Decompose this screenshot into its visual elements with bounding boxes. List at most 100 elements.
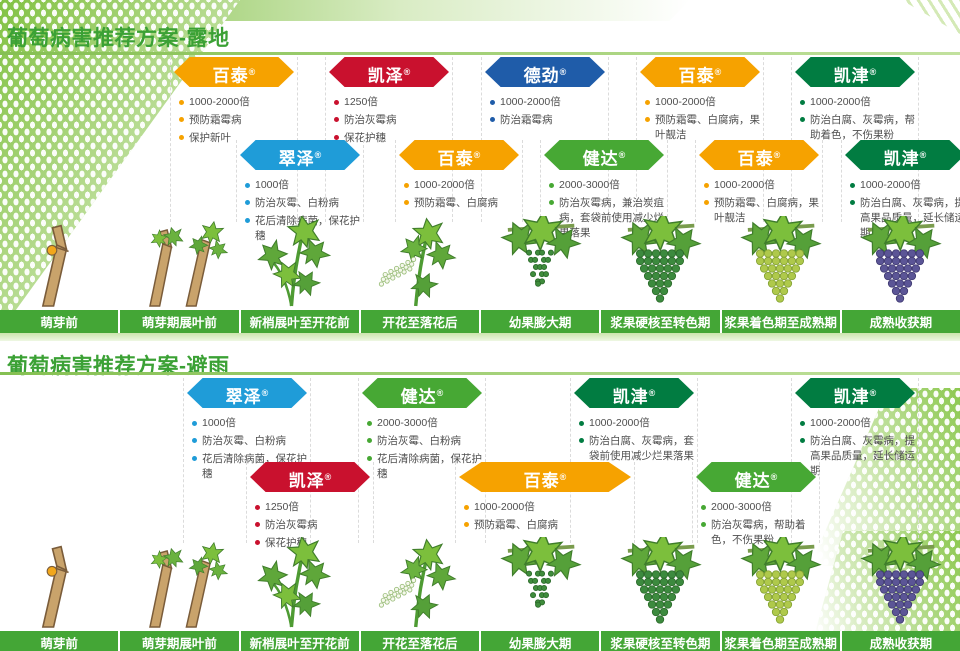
note-text: 预防霜霉、白腐病	[414, 196, 498, 209]
stage-illustration	[720, 215, 840, 308]
product-badge: 健达®	[544, 140, 664, 170]
bullet-dot	[464, 504, 469, 510]
product-badge: 百泰®	[640, 57, 760, 87]
product-group: 凯津® 1000-2000倍 防治白腐、灰霉病，提高果品质量，延长储运期	[791, 378, 919, 543]
stage-label: 幼果膨大期	[481, 631, 602, 651]
growth-stage-timeline: 萌芽前 萌芽期展叶前 新梢展叶至开花前 开花至落花后 幼果膨大期 浆果硬核至转色期 浆果着色…	[0, 631, 960, 651]
stage-label: 萌芽前	[0, 631, 121, 651]
product-group: 凯津® 1000-2000倍 防治白腐、灰霉病，提高果品质量，延长储运期	[841, 140, 960, 239]
bullet-dot	[704, 182, 709, 188]
stage-illustration	[600, 215, 720, 308]
bullet-dot	[245, 200, 250, 206]
stage-label: 萌芽期展叶前	[120, 310, 241, 333]
note-item: 1000-2000倍	[404, 178, 522, 193]
product-notes: 1250倍 防治灰霉病 保花护穗	[326, 95, 452, 146]
timeline-shadow-strip	[0, 333, 960, 341]
bullet-dot	[490, 117, 495, 123]
bullet-dot	[192, 420, 197, 426]
product-badge: 健达®	[362, 378, 482, 408]
registered-mark: ®	[773, 150, 781, 160]
registered-mark: ®	[403, 67, 411, 77]
product-group: 百泰® 1000-2000倍 预防霜霉、白腐病，果叶靓洁	[695, 140, 823, 224]
product-group: 凯津® 1000-2000倍 防治白腐、灰霉病，套袋前使用减少烂果落果	[570, 378, 698, 543]
product-badge: 翠泽®	[240, 140, 360, 170]
note-item: 1250倍	[255, 500, 373, 515]
shoot-leaves-icon	[257, 215, 332, 307]
note-text: 预防霜霉、白腐病，果叶靓洁	[655, 113, 760, 141]
bullet-dot	[800, 438, 805, 444]
stage-illustration	[120, 537, 240, 629]
note-item: 1000-2000倍	[704, 178, 822, 193]
section-open-field: 葡萄病害推荐方案-露地 百泰® 1000-2000倍 预防霜霉病 保护新叶 凯泽® 125…	[0, 27, 960, 341]
product-name: 百泰	[523, 471, 560, 491]
product-group: 百泰® 1000-2000倍 预防霜霉、白腐病	[455, 462, 635, 543]
stage-illustration	[600, 536, 720, 629]
bullet-dot	[245, 182, 250, 188]
bullet-dot	[701, 522, 706, 528]
note-text: 1250倍	[265, 501, 299, 513]
stage-label: 成熟收获期	[841, 310, 960, 333]
product-badge: 德劲®	[485, 57, 605, 87]
note-item: 预防霜霉、白腐病，果叶靓洁	[704, 196, 822, 226]
product-name: 翠泽	[278, 149, 315, 169]
bloom-icon	[378, 538, 457, 627]
product-name: 凯津	[612, 387, 649, 407]
note-text: 1000-2000倍	[714, 179, 775, 191]
note-text: 1000-2000倍	[810, 417, 871, 429]
note-item: 防治灰霉病	[334, 113, 452, 128]
product-badge-groups: 百泰® 1000-2000倍 预防霜霉病 保护新叶 凯泽® 1250倍 防治灰霉病 保花护穗德…	[170, 57, 960, 244]
stage-illustration	[480, 215, 600, 308]
product-name: 健达	[400, 387, 437, 407]
note-text: 预防霜霉、白腐病	[474, 518, 558, 531]
note-text: 1000倍	[202, 417, 236, 429]
product-name: 凯津	[833, 66, 870, 86]
stage-label: 浆果硬核至转色期	[601, 631, 722, 651]
ripe-cluster-icon	[860, 215, 942, 303]
note-text: 防治灰霉病，帮助着色，不伤果粉	[711, 518, 806, 546]
note-item: 2000-3000倍	[701, 500, 819, 515]
bloom-icon	[378, 217, 457, 306]
bullet-dot	[179, 135, 184, 141]
registered-mark: ®	[324, 472, 332, 482]
product-notes: 1000-2000倍 防治白腐、灰霉病，套袋前使用减少烂果落果	[571, 416, 697, 464]
note-text: 1000-2000倍	[810, 96, 871, 108]
bullet-dot	[255, 540, 260, 546]
product-badge: 凯泽®	[329, 57, 449, 87]
registered-mark: ®	[869, 388, 877, 398]
veraison-cluster-icon	[740, 536, 822, 624]
budbreak-icon	[149, 541, 229, 628]
note-item: 花后清除病菌，保花护穗	[245, 214, 363, 244]
note-text: 2000-3000倍	[377, 417, 438, 429]
note-item: 1000-2000倍	[800, 416, 918, 431]
note-item: 预防霜霉病	[179, 113, 297, 128]
product-badge: 百泰®	[399, 140, 519, 170]
note-text: 防治白腐、灰霉病，提高果品质量，延长储运期	[810, 434, 915, 477]
bullet-dot	[579, 438, 584, 444]
note-item: 1000-2000倍	[579, 416, 697, 431]
note-item: 花后清除病菌，保花护穗	[367, 452, 485, 482]
note-item: 2000-3000倍	[549, 178, 667, 193]
bullet-dot	[850, 200, 855, 206]
note-text: 花后清除病菌，保花护穗	[377, 452, 482, 480]
registered-mark: ®	[436, 388, 444, 398]
stage-label: 新梢展叶至开花前	[240, 631, 361, 651]
product-group: 健达® 2000-3000倍 防治灰霉病，兼治炭疽病，套袋前使用减少烂果落果	[540, 140, 668, 239]
stage-illustration	[120, 216, 240, 308]
product-badge: 凯泽®	[250, 462, 370, 492]
note-item: 保护新叶	[179, 131, 297, 146]
note-text: 防治白腐、灰霉病，帮助着色，不伤果粉	[810, 113, 915, 141]
bullet-dot	[255, 504, 260, 510]
hard-green-cluster-icon	[620, 215, 702, 303]
bullet-dot	[701, 504, 706, 510]
product-name: 百泰	[437, 149, 474, 169]
bullet-dot	[645, 99, 650, 105]
product-group: 健达® 2000-3000倍 防治灰霉、白粉病 花后清除病菌，保花护穗	[358, 378, 486, 543]
bullet-dot	[800, 117, 805, 123]
product-name: 百泰	[212, 66, 249, 86]
note-item: 1000-2000倍	[850, 178, 960, 193]
registered-mark: ®	[473, 150, 481, 160]
product-notes: 1000倍 防治灰霉、白粉病 花后清除病菌，保花护穗	[237, 178, 363, 244]
note-text: 1000-2000倍	[414, 179, 475, 191]
bullet-dot	[549, 182, 554, 188]
stage-illustration	[360, 216, 480, 308]
